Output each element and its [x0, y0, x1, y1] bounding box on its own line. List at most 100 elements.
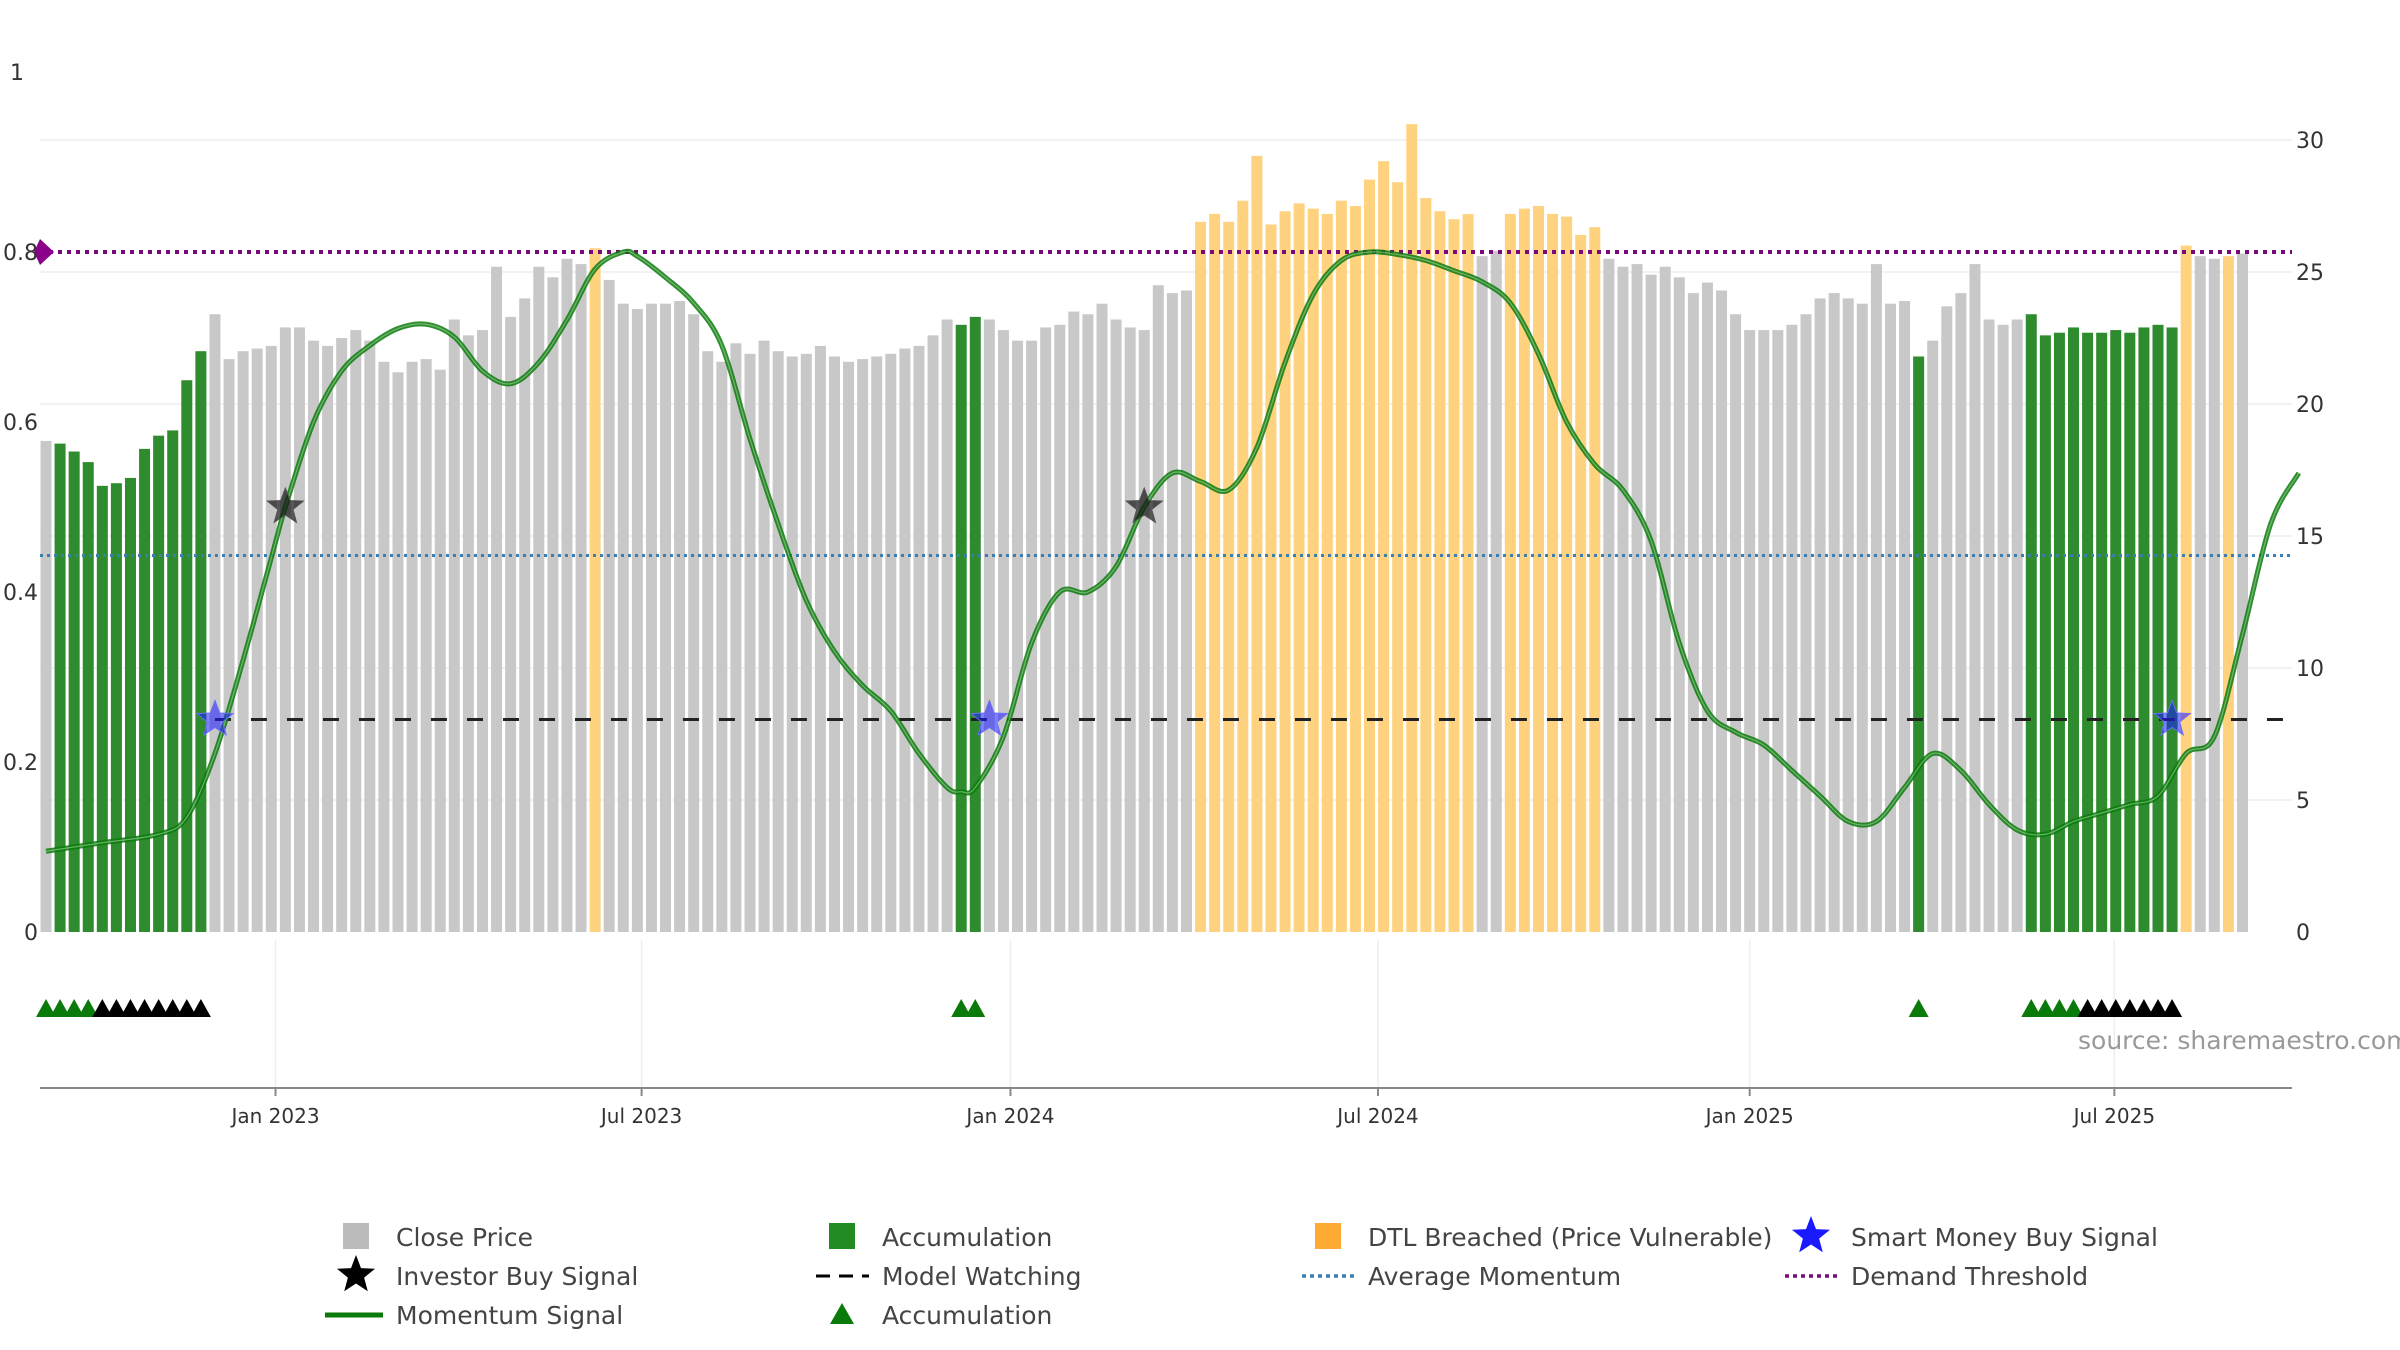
close-price-bar	[871, 356, 883, 933]
close-price-bar	[462, 335, 474, 932]
close-price-bar	[1828, 293, 1840, 932]
legend-item-investor: Investor Buy Signal	[337, 1255, 638, 1292]
close-price-bar	[645, 303, 657, 932]
legend-label: Investor Buy Signal	[396, 1262, 638, 1291]
close-price-bar	[1687, 293, 1699, 932]
accumulation-marker	[965, 999, 986, 1017]
close-price-bar	[617, 303, 629, 932]
close-price-bar	[54, 443, 66, 932]
legend-label: Smart Money Buy Signal	[1851, 1223, 2158, 1252]
close-price-bar	[265, 345, 277, 932]
left-axis-tick: 0.8	[3, 241, 38, 266]
close-price-bar	[1856, 303, 1868, 932]
accumulation-marker	[176, 999, 197, 1017]
close-price-bar	[2053, 332, 2065, 933]
legend-label: DTL Breached (Price Vulnerable)	[1368, 1223, 1772, 1252]
close-price-bar	[843, 361, 855, 932]
close-price-bar	[1631, 264, 1643, 933]
momentum-signal-highlight	[45, 250, 2300, 852]
smart-money-buy-signal	[969, 699, 1009, 737]
close-price-bar	[195, 351, 207, 932]
close-price-bar	[1166, 293, 1178, 932]
close-price-bar	[1265, 224, 1277, 933]
close-price-bar	[476, 330, 488, 933]
legend-item-accumulation_bar: Accumulation	[829, 1223, 1052, 1252]
close-price-bar	[1716, 290, 1728, 933]
accumulation-marker	[2049, 999, 2070, 1017]
accumulation-marker	[951, 999, 972, 1017]
close-price-bar	[96, 485, 108, 932]
accumulation-marker	[2077, 999, 2098, 1017]
right-axis-tick: 0	[2296, 921, 2310, 946]
close-price-bar	[575, 264, 587, 933]
close-price-bar	[885, 353, 897, 933]
legend-item-momentum: Momentum Signal	[325, 1301, 623, 1330]
close-price-bar	[1927, 340, 1939, 932]
close-price-bar	[1223, 221, 1235, 933]
grid	[40, 139, 2292, 1088]
close-price-bar	[716, 361, 728, 932]
close-price-bar	[223, 359, 235, 932]
close-price-bar	[1899, 301, 1911, 932]
close-price-bar	[1673, 277, 1685, 932]
close-price-bar	[2222, 256, 2234, 932]
close-price-bar	[1180, 290, 1192, 933]
x-axis-tick: Jan 2025	[1704, 1104, 1794, 1128]
close-price-bar	[772, 351, 784, 932]
close-price-bar	[1547, 213, 1559, 933]
close-price-bar	[181, 380, 193, 932]
legend-label: Accumulation	[882, 1301, 1052, 1330]
close-price-bar	[688, 314, 700, 932]
close-price-bar	[2208, 258, 2220, 932]
accumulation-marker	[64, 999, 85, 1017]
close-price-bar	[350, 330, 362, 933]
close-price-bar	[1448, 219, 1460, 932]
close-price-bar	[1307, 208, 1319, 932]
legend-star	[1792, 1216, 1830, 1253]
close-price-bar	[2152, 324, 2164, 932]
close-price-bar	[322, 345, 334, 932]
close-price-bar	[505, 316, 517, 932]
close-price-bar	[82, 462, 94, 932]
close-price-bar	[800, 353, 812, 933]
close-price-bar	[1870, 264, 1882, 933]
close-price-bar	[1152, 285, 1164, 932]
close-price-bar	[392, 372, 404, 932]
legend-label: Model Watching	[882, 1262, 1082, 1291]
close-price-bar	[1364, 179, 1376, 933]
reference-lines	[34, 239, 2292, 721]
close-price-bar	[1645, 274, 1657, 932]
close-price-bar	[420, 359, 432, 932]
close-price-bar	[1082, 314, 1094, 932]
left-axis-tick: 0	[24, 921, 38, 946]
close-price-bar	[1504, 213, 1516, 933]
accumulation-marker	[2133, 999, 2154, 1017]
close-price-bar	[2166, 327, 2178, 932]
close-price-bar	[603, 279, 615, 932]
close-price-bar	[378, 361, 390, 932]
close-price-bar	[2124, 332, 2136, 933]
close-price-bar	[786, 356, 798, 933]
close-price-bar	[1195, 221, 1207, 933]
close-price-bar	[674, 301, 686, 932]
close-price-bar	[1955, 293, 1967, 932]
x-axis-tick: Jan 2023	[229, 1104, 319, 1128]
investor-buy-signal	[1124, 486, 1164, 524]
accumulation-marker	[120, 999, 141, 1017]
close-price-bar	[1701, 282, 1713, 932]
close-price-bar	[2025, 314, 2037, 932]
close-price-bar	[828, 356, 840, 933]
right-axis-tick: 10	[2296, 657, 2324, 682]
close-price-bar	[899, 348, 911, 932]
accumulation-marker	[2063, 999, 2084, 1017]
accumulation-marker	[1908, 999, 1929, 1017]
close-price-bar	[547, 277, 559, 932]
close-price-bar	[1969, 264, 1981, 933]
accumulation-marker	[2035, 999, 2056, 1017]
close-price-bar	[1335, 200, 1347, 933]
close-price-bar	[1800, 314, 1812, 932]
accumulation-marker	[50, 999, 71, 1017]
right-axis-tick: 20	[2296, 393, 2324, 418]
close-price-bar	[1378, 161, 1390, 932]
close-price-bar	[1434, 211, 1446, 932]
